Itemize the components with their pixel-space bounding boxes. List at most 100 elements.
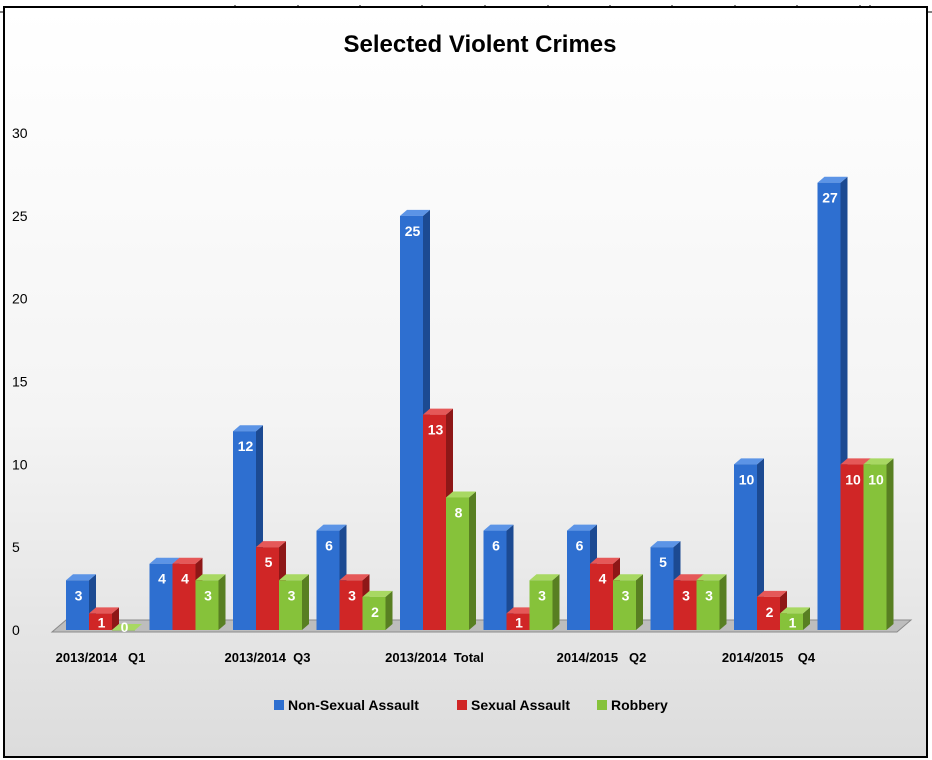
bar-side bbox=[757, 458, 764, 630]
y-tick-label: 5 bbox=[12, 539, 20, 555]
bar-top bbox=[112, 624, 142, 630]
data-label: 0 bbox=[121, 619, 129, 635]
bar-top bbox=[89, 607, 119, 614]
bar bbox=[529, 574, 560, 630]
bar-top bbox=[817, 176, 848, 183]
x-tick-label: 2014/2015 Q4 bbox=[722, 650, 816, 665]
bar-top bbox=[256, 541, 286, 548]
legend-swatch bbox=[274, 700, 284, 710]
bar-side bbox=[552, 574, 560, 630]
bar-front bbox=[279, 580, 302, 630]
x-tick-label: 2013/2014 Q1 bbox=[56, 650, 146, 665]
bar-top bbox=[590, 557, 620, 564]
bar-front bbox=[673, 580, 697, 630]
bar-top bbox=[757, 590, 787, 597]
data-label: 4 bbox=[599, 571, 607, 587]
bar-top bbox=[673, 574, 704, 581]
data-label: 3 bbox=[705, 587, 713, 603]
bar-front bbox=[362, 596, 386, 630]
bar-top bbox=[172, 557, 203, 564]
bar-top bbox=[863, 458, 894, 465]
data-label: 8 bbox=[455, 504, 463, 520]
bar bbox=[734, 458, 764, 630]
bar-side bbox=[803, 607, 810, 630]
bar-front bbox=[840, 464, 864, 630]
bar-top bbox=[149, 557, 180, 564]
bar-front bbox=[400, 215, 423, 631]
chart-area[interactable] bbox=[3, 6, 928, 758]
legend-label: Sexual Assault bbox=[471, 697, 570, 713]
bar-front bbox=[316, 530, 340, 630]
bar-front bbox=[149, 563, 173, 630]
bar-front bbox=[590, 563, 613, 630]
data-label: 6 bbox=[492, 538, 500, 554]
data-label: 3 bbox=[622, 587, 630, 603]
bar-top bbox=[339, 574, 370, 581]
x-axis: 2013/2014 Q1 2013/2014 Q3 2013/2014 Total 2… bbox=[56, 650, 816, 665]
bar-front bbox=[112, 630, 135, 631]
bar-front bbox=[696, 580, 720, 630]
bar-side bbox=[385, 590, 393, 630]
y-tick-label: 0 bbox=[12, 622, 20, 638]
bar-front bbox=[172, 563, 196, 630]
bars bbox=[66, 176, 894, 631]
data-label: 1 bbox=[789, 615, 797, 631]
data-label: 5 bbox=[265, 554, 273, 570]
bar-side bbox=[469, 491, 476, 630]
data-label: 6 bbox=[325, 538, 333, 554]
legend-swatch bbox=[457, 700, 467, 710]
data-label: 1 bbox=[515, 615, 523, 631]
bar-front bbox=[650, 547, 674, 630]
bar-top bbox=[613, 574, 643, 581]
bar-front bbox=[863, 464, 887, 630]
bar-top bbox=[529, 574, 560, 581]
data-label: 3 bbox=[75, 587, 83, 603]
data-label: 3 bbox=[204, 587, 212, 603]
bar-top bbox=[734, 458, 764, 465]
data-label: 4 bbox=[158, 571, 166, 587]
bar bbox=[483, 524, 514, 630]
bar-top bbox=[423, 408, 453, 415]
bar-top bbox=[506, 607, 537, 614]
bar-side bbox=[112, 607, 119, 630]
bar-side bbox=[719, 574, 727, 630]
legend[interactable]: Non-Sexual Assault Sexual Assault Robbery bbox=[274, 697, 668, 713]
bar-top bbox=[567, 524, 597, 531]
bar-front bbox=[66, 580, 89, 630]
y-axis: 0 5 10 15 20 25 30 bbox=[12, 125, 28, 638]
bar-front bbox=[483, 530, 507, 630]
data-label: 12 bbox=[238, 438, 254, 454]
bar-top bbox=[233, 425, 263, 432]
data-label: 6 bbox=[576, 538, 584, 554]
data-label: 3 bbox=[288, 587, 296, 603]
bar-front bbox=[734, 464, 757, 630]
bar-top bbox=[446, 491, 476, 498]
bar-front bbox=[423, 414, 446, 630]
data-label: 3 bbox=[682, 587, 690, 603]
bar-top bbox=[780, 607, 810, 614]
bar bbox=[613, 574, 643, 630]
data-label: 10 bbox=[845, 471, 861, 487]
bar-front bbox=[256, 547, 279, 630]
bar bbox=[863, 458, 894, 630]
legend-label: Non-Sexual Assault bbox=[288, 697, 419, 713]
bar bbox=[362, 590, 393, 630]
data-label: 25 bbox=[405, 223, 421, 239]
bar-front bbox=[233, 431, 256, 630]
bar-top bbox=[362, 590, 393, 597]
bar-front bbox=[567, 530, 590, 630]
x-tick-label: 2013/2014 Total bbox=[385, 650, 484, 665]
data-label: 1 bbox=[98, 615, 106, 631]
data-label: 13 bbox=[428, 422, 444, 438]
y-tick-label: 15 bbox=[12, 374, 28, 390]
bar-side bbox=[636, 574, 643, 630]
bar-top bbox=[66, 574, 96, 581]
bar-front bbox=[780, 613, 803, 630]
bar-front bbox=[339, 580, 363, 630]
bar-front bbox=[529, 580, 553, 630]
data-label: 3 bbox=[538, 587, 546, 603]
bar-top bbox=[195, 574, 226, 581]
bar-front bbox=[506, 613, 530, 630]
bar-side bbox=[886, 458, 894, 630]
